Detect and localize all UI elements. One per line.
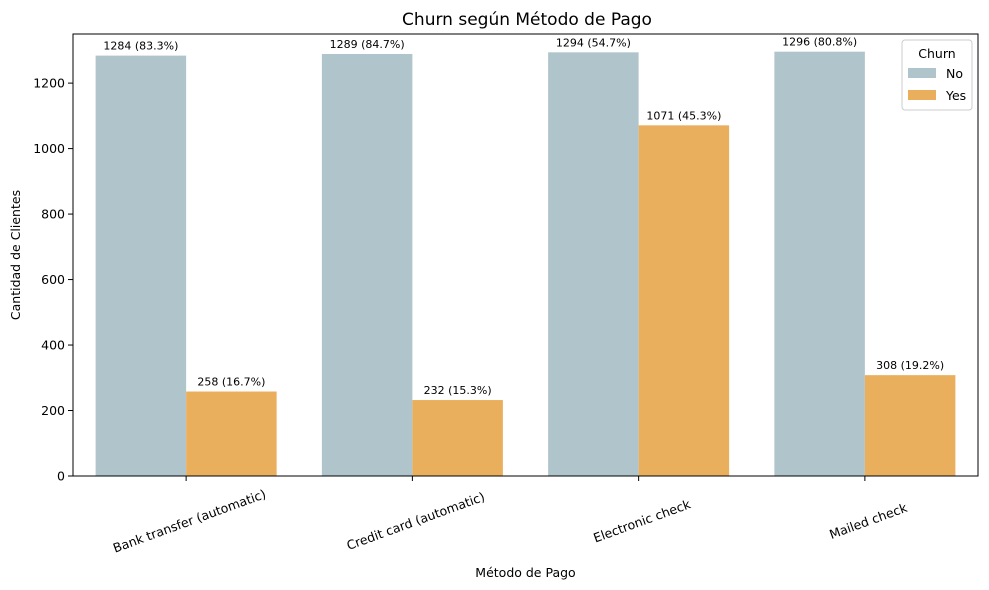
legend-label-yes: Yes — [945, 88, 966, 103]
legend-title: Churn — [918, 46, 955, 61]
y-tick-label: 1000 — [33, 141, 65, 156]
y-tick-label: 200 — [41, 403, 65, 418]
bar-label-no-0: 1284 (83.3%) — [103, 40, 178, 53]
plot-frame — [72, 33, 979, 477]
legend: Churn No Yes — [901, 39, 973, 111]
y-axis: 0 200 400 600 800 1000 1200 — [33, 76, 73, 484]
x-tick-label-2: Electronic check — [591, 496, 693, 545]
bar-label-yes-3: 308 (19.2%) — [876, 359, 944, 372]
bar-label-no-3: 1296 (80.8%) — [782, 36, 857, 49]
legend-swatch-yes — [908, 90, 936, 100]
bar-no-3 — [774, 51, 865, 477]
bar-label-yes-1: 232 (15.3%) — [424, 384, 492, 397]
bar-label-yes-2: 1071 (45.3%) — [646, 109, 721, 122]
x-axis-label: Método de Pago — [475, 565, 575, 580]
y-tick-label: 1200 — [33, 76, 65, 91]
bar-label-no-1: 1289 (84.7%) — [330, 38, 405, 51]
x-axis: Bank transfer (automatic) Credit card (au… — [111, 476, 910, 556]
y-tick-label: 800 — [41, 207, 65, 222]
bar-labels-layer: 1284 (83.3%) 1289 (84.7%) 1294 (54.7%) 1296… — [103, 36, 944, 397]
x-tick-label-0: Bank transfer (automatic) — [111, 486, 268, 555]
bars-layer — [95, 51, 956, 477]
legend-items: No Yes — [908, 66, 966, 103]
y-tick-label: 600 — [41, 272, 65, 287]
bar-no-0 — [95, 55, 187, 477]
bar-no-2 — [548, 52, 639, 477]
legend-swatch-no — [908, 68, 936, 78]
bar-yes-3 — [864, 375, 956, 476]
bar-label-yes-0: 258 (16.7%) — [197, 376, 265, 389]
bar-no-1 — [321, 53, 413, 476]
x-tick-label-3: Mailed check — [827, 500, 910, 542]
bar-yes-0 — [186, 391, 277, 476]
y-axis-label: Cantidad de Clientes — [8, 190, 23, 320]
chart-title: Churn según Método de Pago — [402, 10, 652, 30]
y-tick-label: 400 — [41, 338, 65, 353]
x-tick-label-1: Credit card (automatic) — [345, 489, 487, 553]
bar-yes-2 — [638, 125, 730, 476]
bar-yes-1 — [412, 400, 503, 476]
legend-label-no: No — [946, 66, 963, 81]
bar-label-no-2: 1294 (54.7%) — [556, 36, 631, 49]
y-tick-label: 0 — [57, 469, 65, 484]
